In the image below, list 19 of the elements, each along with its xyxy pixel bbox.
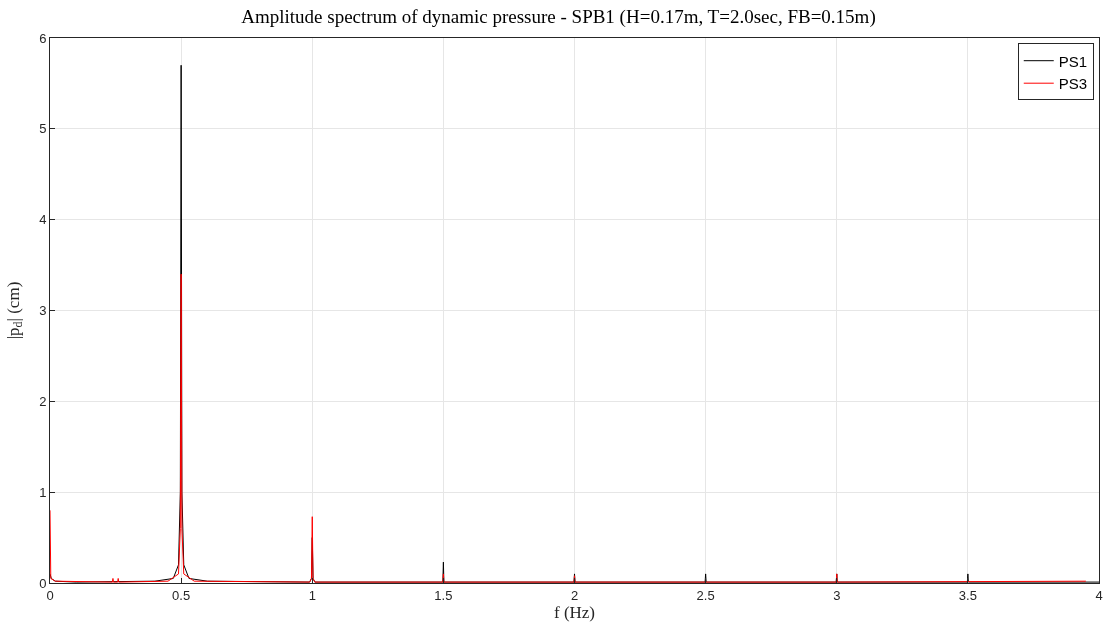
x-tick-label: 0.5 (172, 587, 191, 603)
chart-title: Amplitude spectrum of dynamic pressure - SPB1 (H=0.17m, T=2.0sec, FB=0.15m) (241, 5, 876, 28)
x-tick-label: 2 (570, 587, 579, 603)
legend-label: PS3 (1058, 75, 1088, 93)
y-tick-label: 5 (39, 121, 47, 137)
x-tick-label: 1.5 (434, 587, 453, 603)
legend-label: PS1 (1058, 52, 1088, 70)
x-tick-label: 2.5 (696, 587, 715, 603)
x-tick-label: 3 (833, 587, 841, 603)
y-tick-label: 3 (39, 303, 47, 319)
y-tick-label: 6 (39, 30, 47, 46)
y-tick-label: 4 (39, 212, 47, 228)
x-tick-label: 4 (1095, 587, 1103, 603)
x-axis-title: f (Hz) (553, 603, 596, 622)
x-tick-label: 3.5 (958, 587, 977, 603)
y-tick-label: 2 (39, 393, 47, 409)
x-tick-label: 1 (308, 587, 316, 603)
y-tick-label: 0 (39, 575, 47, 591)
y-tick-label: 1 (39, 484, 47, 500)
